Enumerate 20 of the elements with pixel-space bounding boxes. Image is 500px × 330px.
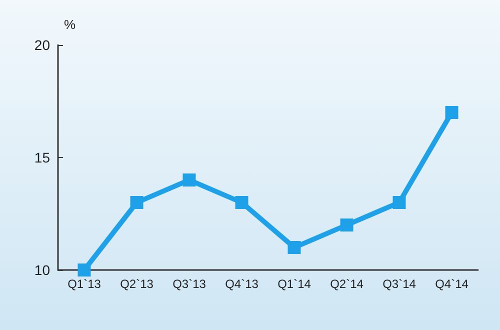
point <box>445 106 458 119</box>
y-tick-label: 10 <box>34 262 50 278</box>
x-tick-label: Q3`13 <box>172 277 206 291</box>
x-tick-label: Q2`13 <box>120 277 154 291</box>
point <box>288 241 301 254</box>
y-axis-title: % <box>64 17 76 32</box>
point <box>235 196 248 209</box>
point <box>340 218 354 232</box>
x-tick-label: Q2`14 <box>330 277 364 291</box>
x-tick-label: Q1`13 <box>68 277 102 291</box>
point <box>130 196 144 209</box>
point <box>78 264 91 276</box>
x-tick-label: Q3`14 <box>382 277 416 291</box>
x-tick-label: Q4`13 <box>225 277 259 291</box>
point <box>182 174 196 186</box>
x-tick-label: Q4`14 <box>435 277 469 291</box>
y-tick-label: 20 <box>34 37 50 53</box>
y-tick-label: 15 <box>34 150 50 166</box>
x-tick-label: Q1`14 <box>278 277 312 291</box>
point <box>392 196 406 209</box>
